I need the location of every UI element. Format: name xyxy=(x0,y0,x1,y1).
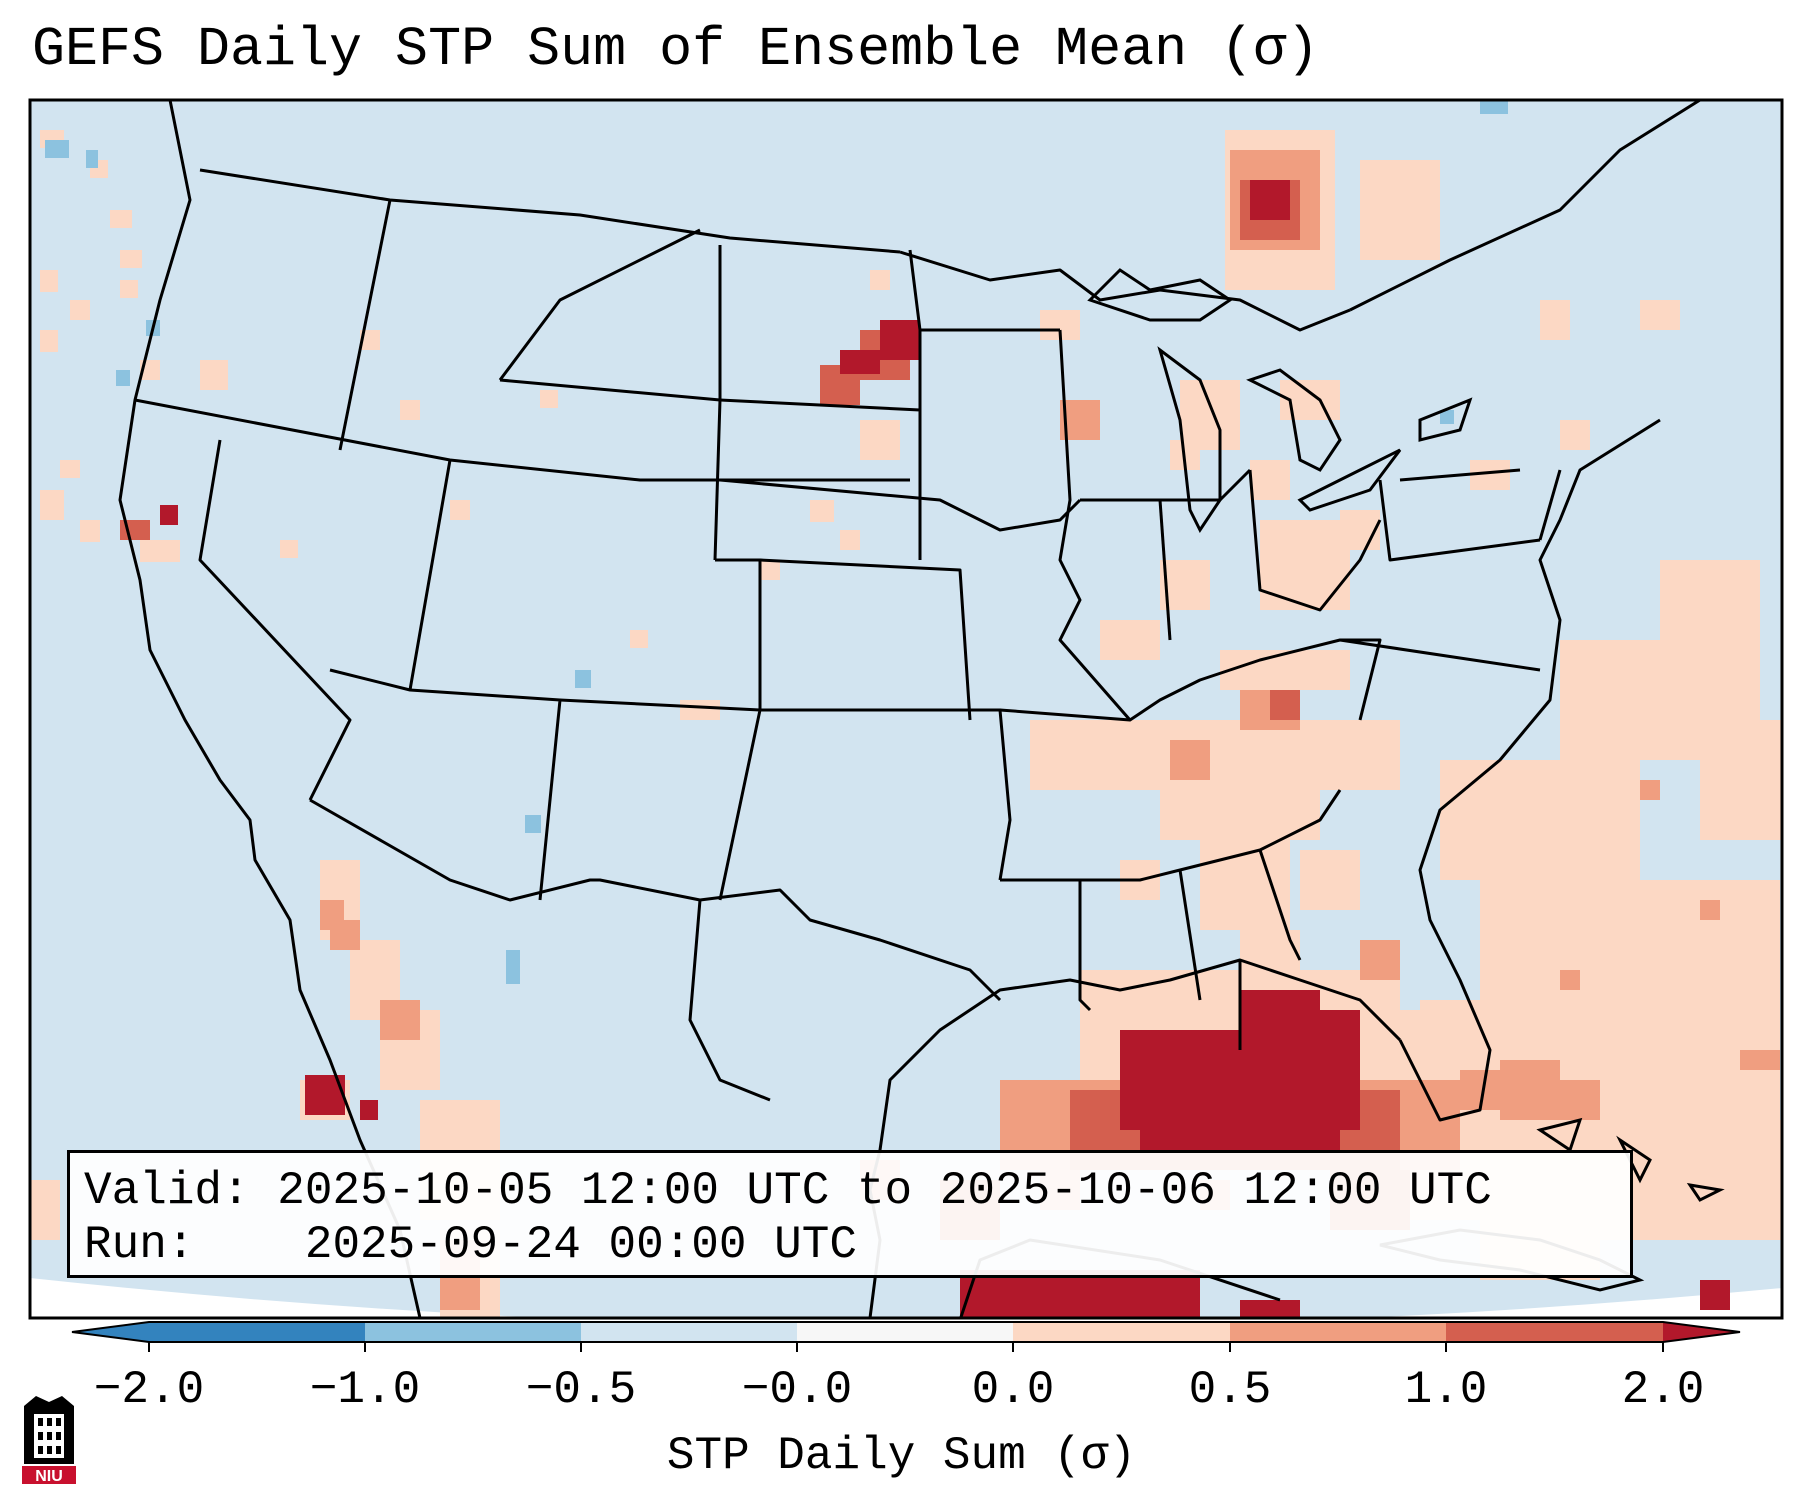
map-frame xyxy=(28,98,1784,1320)
colorbar-tick-label: −2.0 xyxy=(93,1364,205,1416)
valid-value: 2025-10-05 12:00 UTC to 2025-10-06 12:00… xyxy=(277,1165,1492,1217)
valid-label: Valid: xyxy=(84,1165,250,1217)
great-lakes xyxy=(1087,268,1473,533)
colorbar-extend-low xyxy=(72,1322,149,1342)
stp-cells-dark xyxy=(160,180,1730,1318)
niu-logo: NIU xyxy=(22,1396,76,1485)
colorbar-tick-label: −0.0 xyxy=(741,1364,853,1416)
valid-line: Valid: 2025-10-05 12:00 UTC to 2025-10-0… xyxy=(84,1165,1492,1217)
projection-edge xyxy=(30,1278,1782,1318)
colorbar xyxy=(71,1321,1741,1352)
colorbar-tick-label: 1.0 xyxy=(1404,1364,1488,1416)
colorbar-extend-high xyxy=(1663,1322,1740,1342)
state-boundaries xyxy=(118,100,1701,1318)
colorbar-label: STP Daily Sum (σ) xyxy=(666,1430,1137,1482)
colorbar-segment xyxy=(1446,1322,1663,1342)
run-label: Run: xyxy=(84,1219,195,1271)
map-title: GEFS Daily STP Sum of Ensemble Mean (σ) xyxy=(32,18,1320,81)
colorbar-tick-label: 2.0 xyxy=(1621,1364,1705,1416)
colorbar-segment xyxy=(365,1322,581,1342)
colorbar-tick-label: 0.5 xyxy=(1188,1364,1272,1416)
colorbar-segment xyxy=(1230,1322,1446,1342)
colorbar-segment xyxy=(797,1322,1013,1342)
colorbar-segment xyxy=(149,1322,365,1342)
colorbar-tick-label: 0.0 xyxy=(971,1364,1055,1416)
stp-cells-negative xyxy=(45,100,1508,984)
logo-text: NIU xyxy=(35,1468,63,1485)
colorbar-segment xyxy=(1013,1322,1230,1342)
colorbar-tick-label: −1.0 xyxy=(309,1364,421,1416)
colorbar-tick-label: −0.5 xyxy=(525,1364,637,1416)
run-line: Run: 2025-09-24 00:00 UTC xyxy=(84,1219,857,1271)
colorbar-segment xyxy=(581,1322,797,1342)
run-value: 2025-09-24 00:00 UTC xyxy=(304,1219,857,1271)
info-box: Valid: 2025-10-05 12:00 UTC to 2025-10-0… xyxy=(67,1150,1633,1278)
